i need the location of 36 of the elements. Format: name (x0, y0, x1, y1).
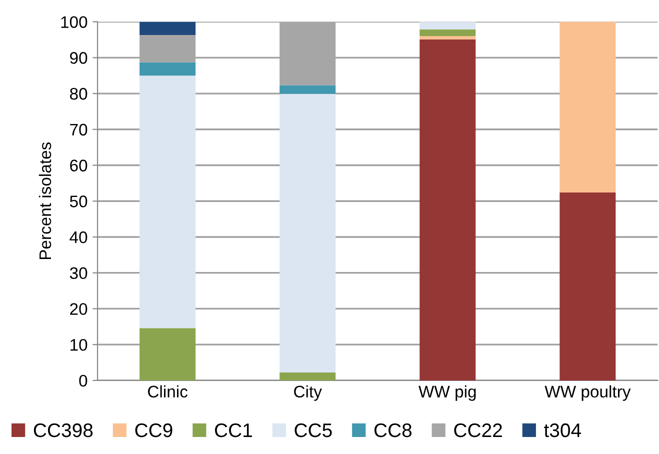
y-tick-label: 30 (70, 267, 88, 280)
x-tick-label: Clinic (148, 385, 188, 398)
bar (420, 29, 476, 36)
y-tick-label: 80 (70, 88, 88, 100)
bar (420, 39, 476, 380)
bar (140, 22, 196, 36)
legend-label: CC1 (214, 423, 252, 438)
y-tick-label: 50 (70, 196, 88, 208)
legend-label: CC9 (135, 423, 172, 438)
y-tick-label: 90 (70, 52, 88, 64)
y-axis-title: Percent isolates (38, 142, 52, 260)
bar (420, 36, 476, 40)
bar (420, 22, 476, 30)
y-tick-label: 100 (61, 16, 88, 28)
y-tick-label: 70 (70, 124, 88, 136)
bar (560, 22, 616, 193)
legend-label: CC398 (34, 423, 93, 438)
legend-label: CC8 (374, 423, 412, 438)
legend-label: t304 (544, 423, 582, 438)
y-tick-label: 60 (70, 160, 88, 172)
y-tick-label: 0 (79, 374, 88, 387)
bar (560, 192, 616, 380)
y-tick-label: 20 (70, 303, 88, 315)
y-tick-label: 40 (70, 231, 88, 244)
legend-label: CC22 (454, 423, 502, 438)
bar (140, 62, 196, 76)
bar (140, 328, 196, 380)
bar (280, 85, 336, 94)
x-tick-label: City (294, 385, 322, 401)
x-tick-label: WW poultry (544, 385, 631, 401)
x-tick-label: WW pig (418, 385, 476, 401)
y-tick-label: 10 (70, 338, 88, 351)
legend-label: CC5 (294, 423, 332, 438)
bar (140, 76, 196, 328)
bar (280, 372, 336, 380)
bar (280, 94, 336, 373)
